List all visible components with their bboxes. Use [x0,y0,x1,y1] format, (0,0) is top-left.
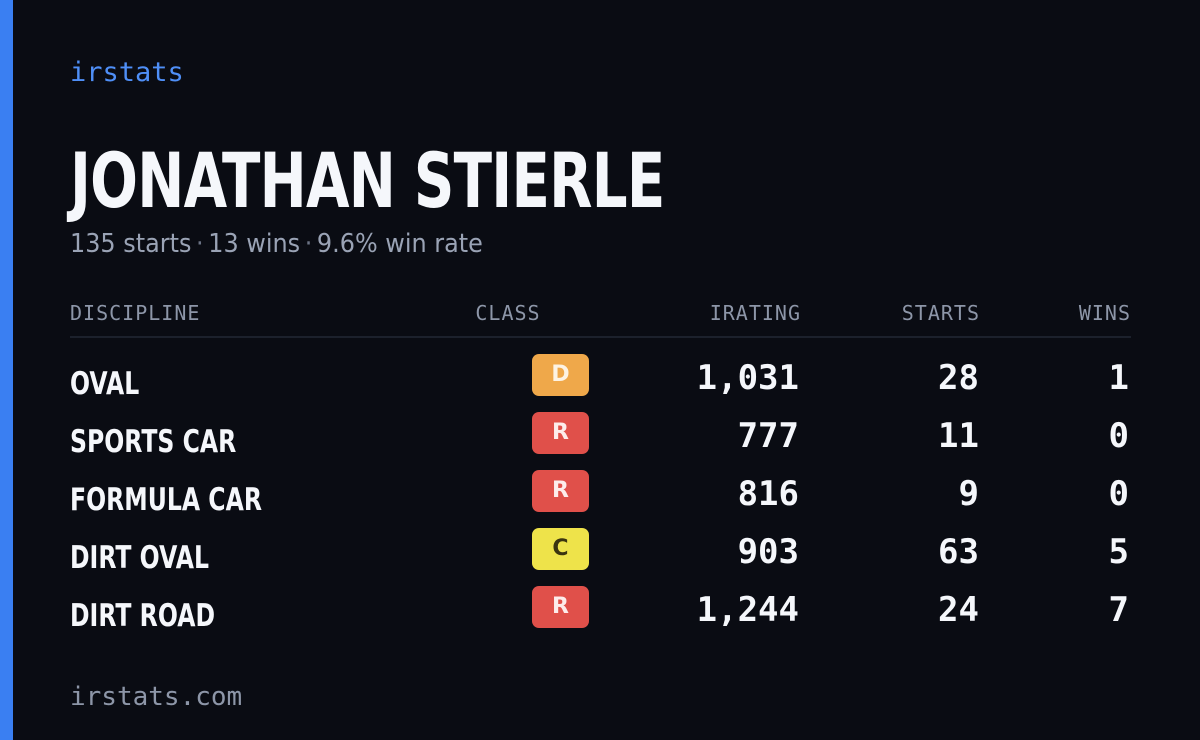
class-badge: D [532,354,589,396]
wins-summary: 13 wins [208,229,301,259]
irating-value: 1,031 [696,358,799,398]
discipline-label: FORMULA CAR [70,482,262,518]
table-row: DIRT ROAD R 1,244 24 7 [70,582,1131,640]
wins-value: 0 [1108,474,1129,514]
discipline-label: DIRT OVAL [70,540,209,576]
wins-value: 7 [1108,590,1129,630]
wins-value: 1 [1108,358,1129,398]
starts-value: 63 [938,532,979,572]
accent-bar [0,0,13,740]
table-row: DIRT OVAL C 903 63 5 [70,524,1131,582]
column-header-wins: WINS [1078,301,1131,325]
separator: · [196,229,204,259]
discipline-label: OVAL [70,366,140,402]
class-badge: R [532,412,589,454]
brand-logo: irstats [70,57,184,88]
column-header-class: CLASS [475,301,541,325]
table-row: SPORTS CAR R 777 11 0 [70,408,1131,466]
class-badge: C [532,528,589,570]
column-header-starts: STARTS [901,301,980,325]
table-row: OVAL D 1,031 28 1 [70,350,1131,408]
starts-value: 11 [938,416,979,456]
table-row: FORMULA CAR R 816 9 0 [70,466,1131,524]
footer-url: irstats.com [70,682,243,712]
separator: · [304,229,313,259]
player-summary: 135 starts · 13 wins · 9.6% win rate [70,226,483,262]
column-header-irating: IRATING [709,301,801,325]
irating-value: 777 [737,416,799,456]
class-badge: R [532,586,589,628]
irating-value: 816 [737,474,799,514]
discipline-label: DIRT ROAD [70,598,216,634]
starts-value: 28 [938,358,979,398]
win-rate-summary: 9.6% win rate [316,229,483,259]
column-header-discipline: DISCIPLINE [70,301,201,325]
wins-value: 5 [1108,532,1129,572]
starts-value: 24 [938,590,979,630]
starts-summary: 135 starts [70,229,192,259]
irating-value: 1,244 [696,590,799,630]
page-title: JONATHAN STIERLE [70,136,665,225]
stats-table: OVAL D 1,031 28 1 SPORTS CAR R 777 11 0 … [70,350,1131,640]
wins-value: 0 [1108,416,1129,456]
starts-value: 9 [958,474,979,514]
class-badge: R [532,470,589,512]
table-header: DISCIPLINE CLASS IRATING STARTS WINS [70,298,1131,338]
irating-value: 903 [737,532,799,572]
discipline-label: SPORTS CAR [70,424,237,460]
